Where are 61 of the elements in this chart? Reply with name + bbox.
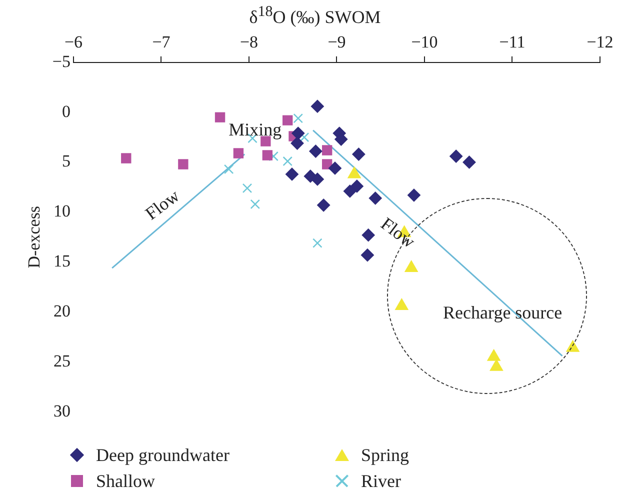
legend-label: Deep groundwater bbox=[96, 444, 230, 466]
point bbox=[407, 188, 420, 202]
y-tick-label: 5 bbox=[62, 152, 70, 171]
point bbox=[121, 153, 132, 164]
y-axis-title: D-excess bbox=[24, 206, 44, 268]
point bbox=[309, 144, 322, 158]
x-tick-label: −12 bbox=[586, 32, 614, 52]
point bbox=[250, 199, 260, 210]
x-tick-label: −7 bbox=[152, 32, 171, 52]
point bbox=[310, 100, 324, 113]
point bbox=[343, 184, 356, 198]
point bbox=[310, 172, 324, 186]
legend-label: Spring bbox=[361, 444, 410, 466]
y-tick-label: 15 bbox=[53, 252, 70, 271]
point bbox=[322, 145, 332, 156]
point bbox=[312, 238, 322, 248]
annotation: Mixing bbox=[228, 119, 282, 140]
annotation: Flow bbox=[141, 186, 184, 224]
point bbox=[450, 150, 463, 163]
point bbox=[350, 180, 364, 193]
point bbox=[178, 159, 188, 170]
x-tick-label: −8 bbox=[240, 32, 258, 52]
annotation: Flow bbox=[377, 213, 419, 252]
y-tick-label: −5 bbox=[52, 52, 70, 71]
point bbox=[224, 164, 234, 174]
point bbox=[462, 156, 476, 169]
y-tick-label: 25 bbox=[53, 351, 70, 370]
point bbox=[233, 148, 244, 158]
point bbox=[490, 359, 504, 371]
point bbox=[282, 115, 293, 126]
point bbox=[360, 248, 374, 262]
x-tick-label: −6 bbox=[64, 32, 83, 52]
x-tick-label: −11 bbox=[499, 32, 526, 52]
x-tick-label: −9 bbox=[328, 32, 346, 52]
point bbox=[268, 151, 278, 162]
point bbox=[299, 132, 310, 142]
point bbox=[328, 162, 342, 175]
x-tick-label: −10 bbox=[411, 32, 438, 52]
y-tick-label: 0 bbox=[62, 102, 70, 121]
x-axis-title: δ$^{18}$O (‰) SWOM bbox=[248, 4, 382, 28]
point bbox=[368, 192, 382, 205]
point bbox=[242, 183, 252, 194]
point bbox=[293, 113, 304, 124]
point bbox=[404, 260, 418, 272]
point bbox=[352, 148, 366, 161]
point bbox=[395, 298, 408, 310]
legend-label: River bbox=[361, 470, 401, 492]
legend-label: Shallow bbox=[96, 470, 156, 492]
point bbox=[362, 228, 375, 242]
point bbox=[214, 112, 226, 122]
point bbox=[290, 136, 304, 150]
y-tick-label: 30 bbox=[53, 401, 70, 420]
y-tick-label: 10 bbox=[53, 202, 70, 221]
point bbox=[317, 198, 330, 212]
point bbox=[292, 126, 305, 140]
point bbox=[285, 168, 298, 181]
point bbox=[487, 349, 500, 361]
point bbox=[262, 150, 273, 160]
point bbox=[282, 156, 292, 166]
y-tick-label: 20 bbox=[53, 301, 70, 320]
annotation: Recharge source bbox=[443, 302, 562, 323]
